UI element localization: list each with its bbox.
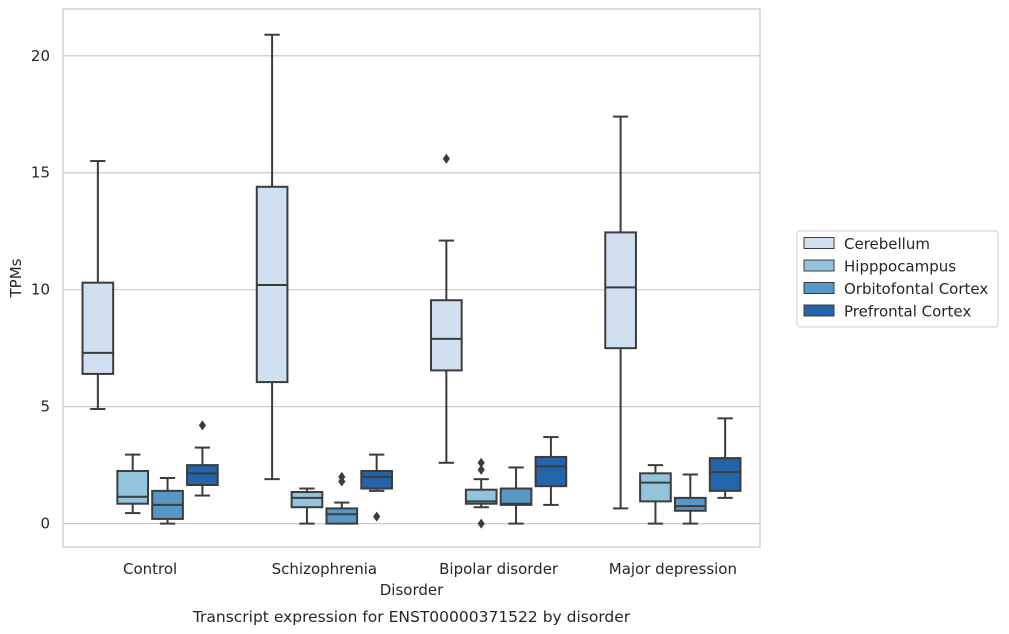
x-tick-label: Bipolar disorder [439, 560, 559, 578]
iqr-box [81, 281, 115, 375]
iqr-box [290, 491, 324, 509]
box-plot-group [186, 420, 219, 497]
x-tick-labels: Control Schizophrenia Bipolar disorder Majo… [123, 560, 737, 578]
box-plot-group [673, 473, 707, 525]
iqr-box [430, 299, 463, 372]
iqr-box [464, 488, 498, 505]
box-plot-group [325, 471, 359, 525]
box-plot-group [430, 153, 463, 464]
iqr-box [673, 496, 707, 512]
outlier-point [442, 153, 450, 164]
box-plot-group [116, 453, 150, 515]
box-plot-boxes [81, 33, 742, 529]
x-tick-label: Major depression [609, 560, 737, 578]
legend-label: Hipppocampus [844, 258, 956, 276]
outlier-point [198, 420, 207, 431]
box-plot-group [151, 476, 184, 525]
iqr-box [708, 457, 742, 492]
plot-frame [62, 8, 761, 548]
box-plot-group [464, 457, 498, 529]
y-tick-label: 5 [40, 398, 50, 416]
y-gridlines [63, 55, 760, 525]
legend-label: Orbitofontal Cortex [844, 280, 988, 298]
legend-swatch [803, 282, 835, 294]
legend-swatch [803, 237, 835, 249]
iqr-box [534, 455, 568, 488]
box-plot-group [534, 436, 568, 506]
y-tick-label: 10 [31, 281, 50, 299]
iqr-box [604, 231, 637, 350]
box-plot-group [290, 487, 324, 525]
y-tick-label: 0 [40, 515, 50, 533]
box-plot-group [81, 160, 115, 410]
legend-swatch [803, 304, 835, 317]
iqr-box [186, 464, 219, 487]
y-tick-labels: 0 5 10 15 20 [31, 47, 50, 533]
outlier-point [373, 511, 381, 522]
x-axis-label: Disorder [380, 581, 444, 599]
box-plot-group [639, 464, 672, 525]
legend: Cerebellum Hipppocampus Orbitofontal Corte… [796, 230, 999, 328]
box-plot-group [499, 466, 533, 525]
outlier-point [477, 464, 485, 475]
x-tick-label: Schizophrenia [272, 560, 377, 578]
box-plot-group [360, 453, 393, 522]
legend-label: Prefrontal Cortex [844, 303, 971, 321]
y-tick-label: 20 [31, 47, 50, 65]
outlier-point [477, 518, 485, 529]
outlier-point [338, 471, 346, 482]
legend-frame [796, 230, 999, 328]
legend-label: Cerebellum [844, 235, 930, 253]
iqr-box [325, 507, 359, 525]
box-plot-group [708, 417, 742, 499]
box-plot-group [604, 115, 637, 510]
iqr-box [116, 469, 150, 505]
figure-caption: Transcript expression for ENST0000037152… [192, 608, 631, 626]
outlier-point [477, 457, 485, 468]
y-axis-label: TPMs [7, 258, 25, 298]
iqr-box [639, 472, 672, 503]
y-tick-label: 15 [31, 164, 50, 182]
box-plot-group [255, 33, 289, 481]
iqr-box [360, 469, 393, 490]
legend-swatch [803, 259, 835, 272]
x-tick-label: Control [123, 560, 177, 578]
iqr-box [499, 487, 533, 506]
